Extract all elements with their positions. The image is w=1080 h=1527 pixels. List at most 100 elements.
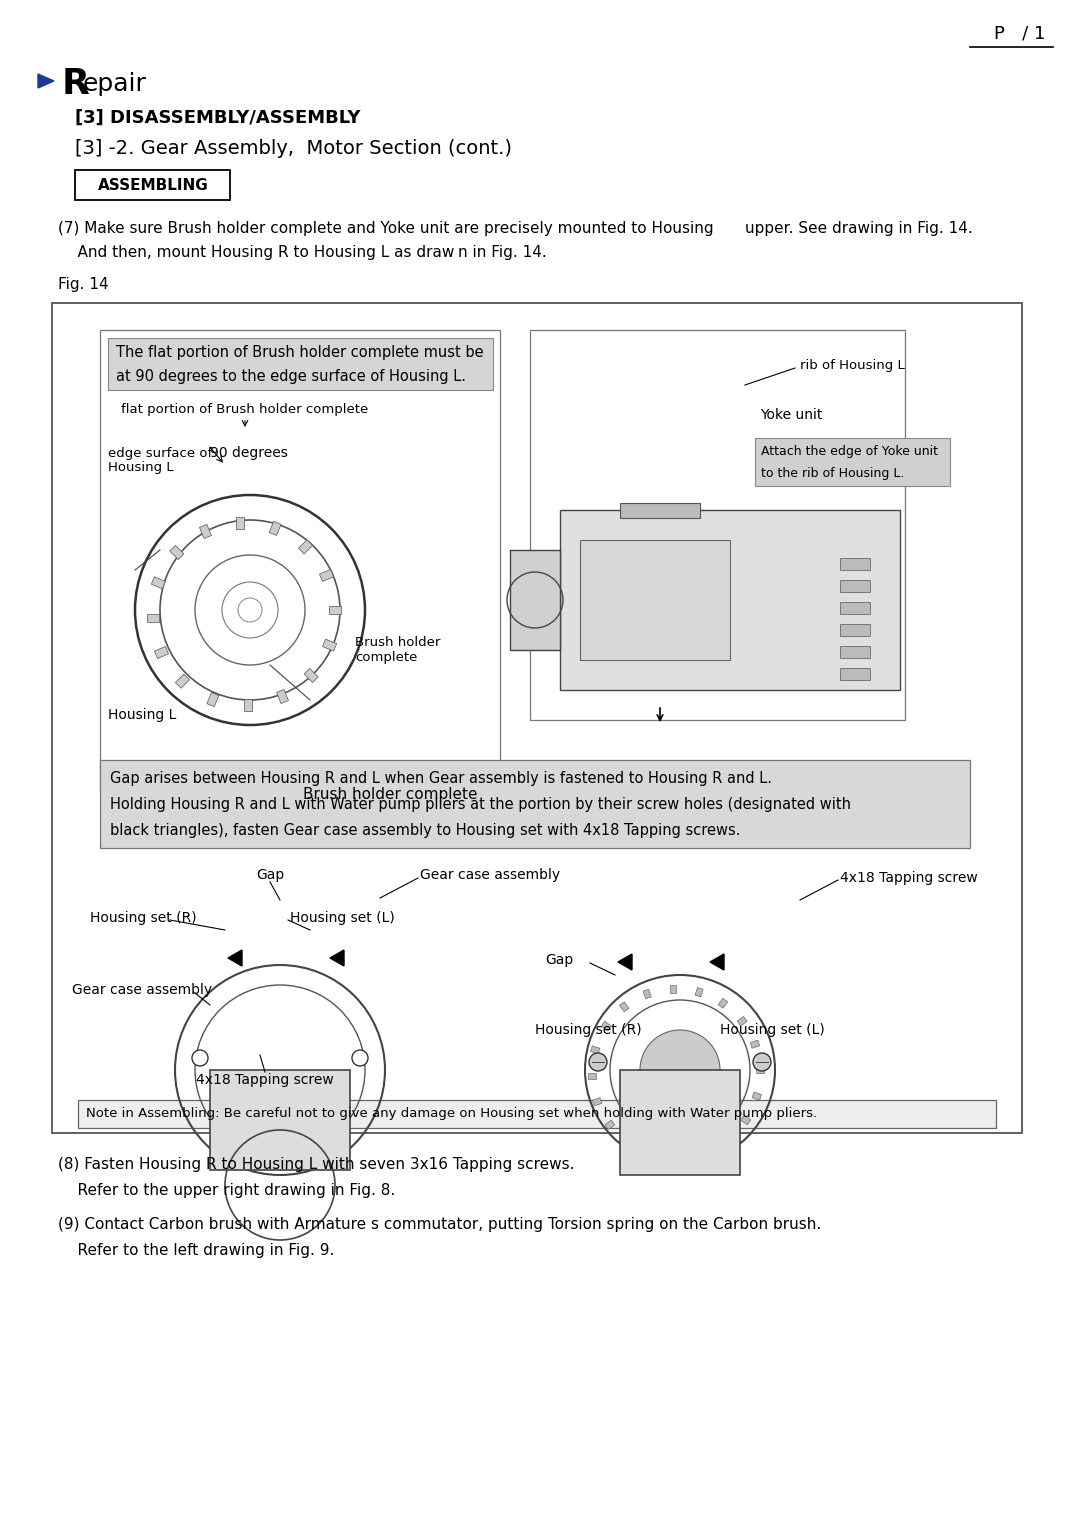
Text: to the rib of Housing L.: to the rib of Housing L. — [761, 467, 904, 481]
Text: (7) Make sure Brush holder complete and Yoke unit are precisely mounted to Housi: (7) Make sure Brush holder complete and … — [58, 220, 714, 235]
Bar — [840, 646, 870, 658]
Text: Housing set (L): Housing set (L) — [291, 912, 395, 925]
Bar — [323, 640, 337, 651]
Bar — [580, 541, 730, 660]
Bar — [200, 524, 212, 539]
Text: 90 degrees: 90 degrees — [210, 446, 288, 460]
Text: Gear case assembly: Gear case assembly — [72, 983, 212, 997]
Bar — [676, 1153, 681, 1161]
Bar — [840, 667, 870, 680]
Bar — [320, 570, 334, 582]
Polygon shape — [618, 954, 632, 970]
Bar — [170, 545, 184, 559]
Bar — [154, 646, 168, 658]
Bar — [207, 693, 219, 707]
Bar — [643, 989, 651, 999]
Bar — [649, 1150, 657, 1159]
Bar — [592, 1098, 602, 1106]
Bar — [151, 577, 165, 589]
Polygon shape — [228, 950, 242, 967]
Bar — [244, 699, 252, 712]
Bar — [756, 1067, 764, 1073]
Text: [3] -2. Gear Assembly,  Motor Section (cont.): [3] -2. Gear Assembly, Motor Section (co… — [75, 139, 512, 157]
Bar — [840, 557, 870, 570]
Circle shape — [753, 1054, 771, 1070]
Text: epair: epair — [83, 72, 147, 96]
Bar — [718, 999, 728, 1008]
Text: Attach the edge of Yoke unit: Attach the edge of Yoke unit — [761, 446, 939, 458]
Bar — [100, 330, 500, 789]
Bar — [840, 602, 870, 614]
Text: Refer to the left drawing in Fig. 9.: Refer to the left drawing in Fig. 9. — [58, 1243, 335, 1258]
Text: Refer to the upper right drawing in Fig. 8.: Refer to the upper right drawing in Fig.… — [58, 1182, 395, 1197]
Bar — [78, 1099, 996, 1128]
Bar — [510, 550, 561, 651]
Polygon shape — [710, 954, 724, 970]
Text: Housing set (R): Housing set (R) — [90, 912, 197, 925]
Bar — [108, 337, 492, 389]
Text: The flat portion of Brush holder complete must be: The flat portion of Brush holder complet… — [116, 345, 484, 359]
Bar — [147, 614, 159, 621]
Bar — [723, 1135, 732, 1144]
Bar — [237, 518, 244, 528]
Text: upper. See drawing in Fig. 14.: upper. See drawing in Fig. 14. — [745, 220, 973, 235]
Bar — [752, 1092, 761, 1099]
Bar — [269, 521, 281, 536]
Bar — [530, 330, 905, 721]
Bar — [840, 625, 870, 637]
Bar — [738, 1017, 747, 1026]
Text: n in Fig. 14.: n in Fig. 14. — [458, 244, 546, 260]
Bar — [620, 1070, 740, 1174]
Text: Fig. 14: Fig. 14 — [58, 278, 109, 293]
Circle shape — [352, 1051, 368, 1066]
Polygon shape — [330, 950, 345, 967]
Bar — [276, 690, 288, 704]
Text: Gap arises between Housing R and L when Gear assembly is fastened to Housing R a: Gap arises between Housing R and L when … — [110, 771, 772, 785]
Bar — [840, 580, 870, 592]
Bar — [620, 502, 700, 518]
Bar — [298, 539, 312, 554]
Text: Holding Housing R and L with Water pump pliers at the portion by their screw hol: Holding Housing R and L with Water pump … — [110, 797, 851, 811]
Text: 4x18 Tapping screw: 4x18 Tapping screw — [840, 870, 977, 886]
Text: P   / 1: P / 1 — [995, 24, 1045, 43]
Text: Yoke unit: Yoke unit — [760, 408, 822, 421]
Circle shape — [192, 1051, 208, 1066]
Bar — [755, 438, 950, 486]
Text: Gap: Gap — [545, 953, 573, 967]
Text: Housing set (R): Housing set (R) — [535, 1023, 642, 1037]
Bar — [329, 606, 341, 614]
Bar — [751, 1040, 759, 1048]
Circle shape — [589, 1054, 607, 1070]
Bar — [624, 1138, 634, 1148]
Bar — [210, 1070, 350, 1170]
Bar — [52, 302, 1022, 1133]
Bar — [591, 1046, 599, 1054]
Bar — [696, 988, 703, 997]
Circle shape — [640, 1031, 720, 1110]
Text: (8) Fasten Housing R to Housing L with seven 3x16 Tapping screws.: (8) Fasten Housing R to Housing L with s… — [58, 1157, 575, 1173]
Bar — [602, 1022, 611, 1031]
Bar — [100, 760, 970, 847]
Text: Brush holder
complete: Brush holder complete — [355, 637, 441, 664]
Text: Brush holder complete: Brush holder complete — [302, 788, 477, 803]
Text: [3] DISASSEMBLY/ASSEMBLY: [3] DISASSEMBLY/ASSEMBLY — [75, 108, 361, 127]
Text: rib of Housing L: rib of Housing L — [800, 359, 905, 371]
Text: R: R — [62, 67, 90, 101]
Text: And then, mount Housing R to Housing L as draw: And then, mount Housing R to Housing L a… — [58, 244, 455, 260]
Text: ASSEMBLING: ASSEMBLING — [97, 177, 208, 192]
Text: black triangles), fasten Gear case assembly to Housing set with 4x18 Tapping scr: black triangles), fasten Gear case assem… — [110, 823, 741, 837]
Text: edge surface of: edge surface of — [108, 446, 213, 460]
Text: flat portion of Brush holder complete: flat portion of Brush holder complete — [121, 403, 368, 417]
Text: Housing set (L): Housing set (L) — [720, 1023, 825, 1037]
Bar — [175, 673, 190, 689]
Text: at 90 degrees to the edge surface of Housing L.: at 90 degrees to the edge surface of Hou… — [116, 368, 465, 383]
Bar — [620, 1002, 629, 1012]
Text: (9) Contact Carbon brush with Armature s commutator, putting Torsion spring on t: (9) Contact Carbon brush with Armature s… — [58, 1217, 821, 1232]
Bar — [75, 169, 230, 200]
Polygon shape — [38, 73, 54, 89]
Text: Gap: Gap — [256, 867, 284, 883]
Bar — [701, 1147, 708, 1156]
Text: Housing L: Housing L — [108, 461, 174, 475]
Text: Note in Assembling: Be careful not to give any damage on Housing set when holdin: Note in Assembling: Be careful not to gi… — [86, 1107, 818, 1121]
Bar — [741, 1115, 751, 1125]
